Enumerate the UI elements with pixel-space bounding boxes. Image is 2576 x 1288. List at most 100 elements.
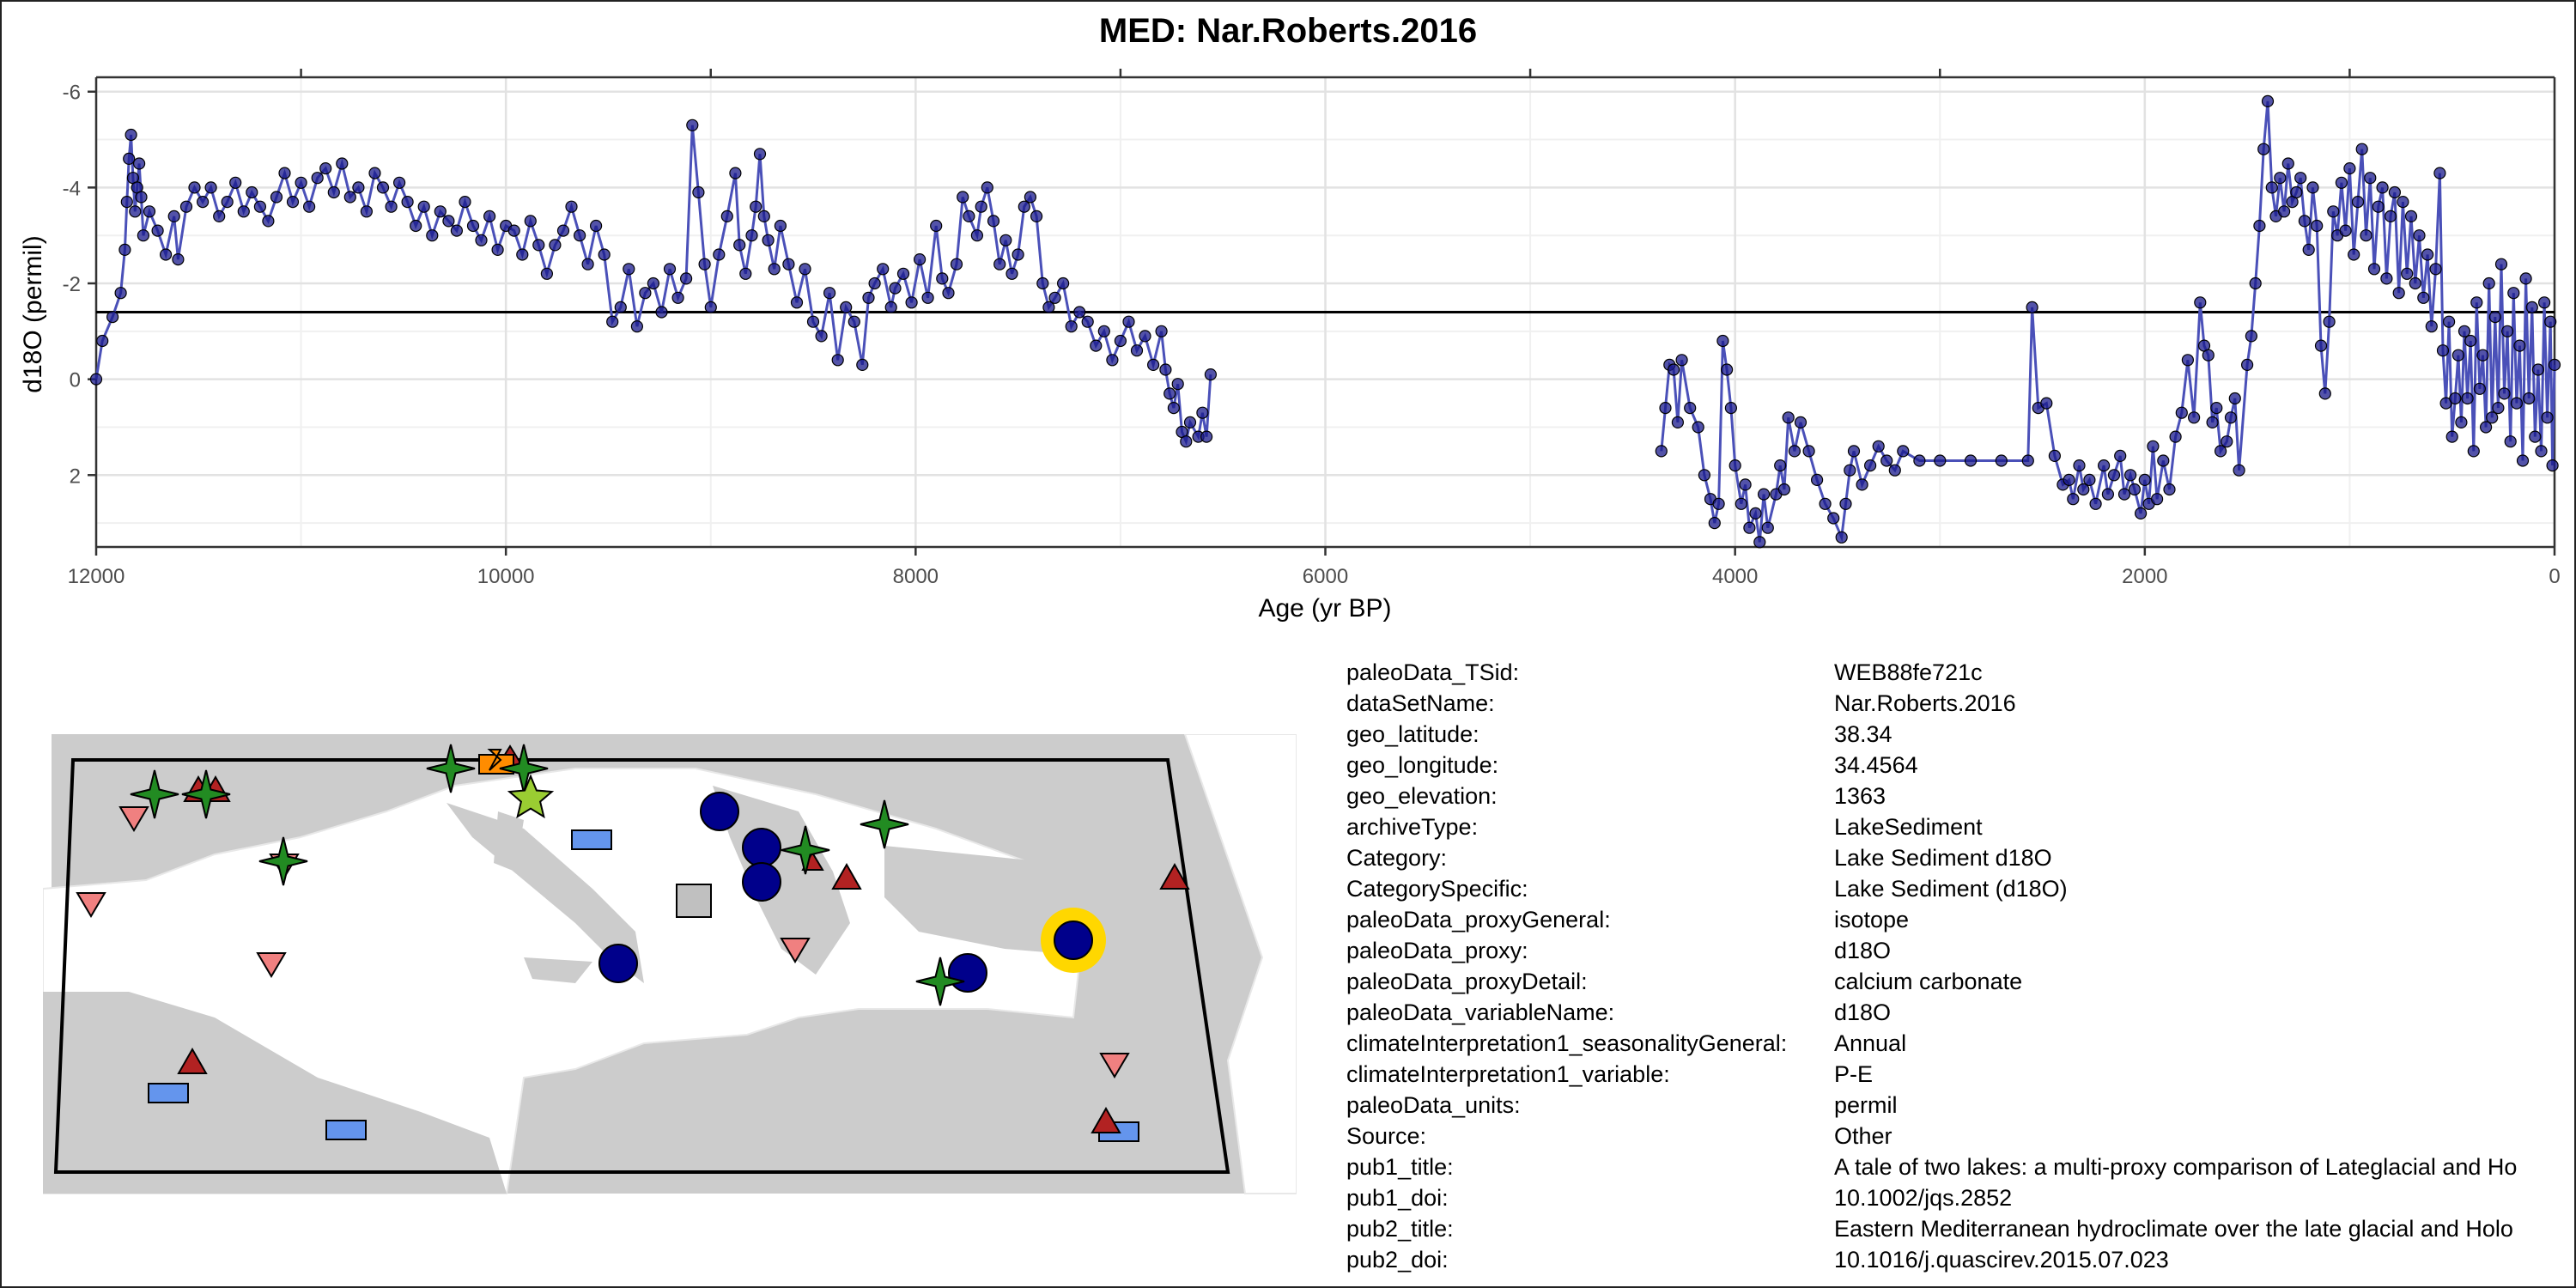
data-point bbox=[889, 282, 902, 295]
data-point bbox=[2404, 210, 2418, 222]
data-point bbox=[106, 311, 119, 324]
metadata-key: climateInterpretation1_seasonalityGenera… bbox=[1346, 1030, 1788, 1056]
data-point bbox=[1155, 325, 1168, 337]
data-point bbox=[2135, 507, 2148, 520]
data-point bbox=[2401, 267, 2414, 280]
data-point bbox=[2257, 143, 2270, 155]
data-point bbox=[757, 210, 770, 222]
y-tick-label: -6 bbox=[63, 82, 81, 105]
data-point bbox=[2476, 349, 2489, 361]
data-point bbox=[1159, 363, 1172, 376]
metadata-row: geo_elevation: 1363 bbox=[1346, 783, 2576, 814]
data-point bbox=[311, 172, 324, 185]
data-point bbox=[614, 301, 627, 313]
data-point bbox=[2470, 296, 2483, 309]
metadata-value: isotope bbox=[1834, 907, 1910, 933]
data-point bbox=[1847, 445, 1861, 458]
data-point bbox=[1180, 435, 1193, 448]
data-point bbox=[981, 181, 993, 194]
data-point bbox=[598, 248, 611, 261]
site-marker-circle bbox=[948, 953, 987, 993]
metadata-key: paleoData_variableName: bbox=[1346, 999, 1615, 1025]
metadata-row: pub2_title: Eastern Mediterranean hydrocl… bbox=[1346, 1216, 2576, 1247]
metadata-value: Lake Sediment (d18O) bbox=[1834, 876, 2068, 902]
data-point bbox=[303, 200, 316, 213]
data-point bbox=[606, 315, 619, 328]
data-point bbox=[2507, 287, 2520, 300]
data-point bbox=[1802, 445, 1815, 458]
data-point bbox=[2067, 493, 2080, 506]
data-point bbox=[1739, 478, 1752, 491]
metadata-row: pub2_doi: 10.1016/j.quascirev.2015.07.023 bbox=[1346, 1247, 2576, 1278]
data-point bbox=[2355, 143, 2368, 155]
site-marker-triangle-up bbox=[831, 862, 862, 890]
site-markers bbox=[76, 744, 1190, 1142]
metadata-key: paleoData_proxyGeneral: bbox=[1346, 907, 1611, 933]
data-point bbox=[286, 196, 300, 209]
data-point bbox=[1897, 445, 1910, 458]
data-point bbox=[1753, 536, 1766, 549]
metadata-key: dataSetName: bbox=[1346, 690, 1495, 716]
data-point bbox=[1171, 378, 1184, 391]
data-point bbox=[753, 148, 767, 161]
data-point bbox=[385, 200, 398, 213]
data-point bbox=[1204, 368, 1218, 381]
series-d18O bbox=[89, 94, 2561, 549]
data-point bbox=[1743, 521, 1756, 534]
metadata-row: pub1_title: A tale of two lakes: a multi-… bbox=[1346, 1154, 2576, 1185]
data-point bbox=[434, 205, 447, 218]
data-point bbox=[2541, 411, 2554, 424]
site-marker-rect bbox=[325, 1120, 367, 1140]
metadata-key: pub2_title: bbox=[1346, 1216, 1454, 1242]
x-tick-label: 0 bbox=[2549, 565, 2560, 588]
data-point bbox=[278, 167, 291, 179]
metadata-value: permil bbox=[1834, 1092, 1898, 1118]
data-point bbox=[1811, 473, 1824, 487]
chart-title: MED: Nar.Roberts.2016 bbox=[1098, 12, 1478, 50]
metadata-value: Other bbox=[1834, 1123, 1893, 1149]
site-marker-circle bbox=[742, 828, 781, 867]
metadata-row: archiveType: LakeSediment bbox=[1346, 814, 2576, 845]
data-point bbox=[2488, 311, 2501, 324]
site-marker-triangle-down bbox=[76, 892, 106, 918]
data-point bbox=[2221, 435, 2233, 448]
data-point bbox=[856, 358, 869, 371]
data-point bbox=[1024, 191, 1037, 204]
data-point bbox=[2535, 445, 2548, 458]
data-point bbox=[1018, 200, 1030, 213]
metadata-key: geo_latitude: bbox=[1346, 721, 1479, 747]
data-point bbox=[1036, 276, 1049, 290]
data-point bbox=[2376, 181, 2389, 194]
data-point bbox=[1856, 478, 1868, 491]
data-point bbox=[151, 224, 164, 237]
data-point bbox=[368, 167, 381, 179]
data-point bbox=[1675, 354, 1688, 367]
data-point bbox=[692, 185, 705, 199]
data-point bbox=[2241, 358, 2254, 371]
data-point bbox=[2323, 315, 2336, 328]
y-tick-label: 2 bbox=[70, 465, 81, 488]
metadata-row: paleoData_TSid: WEB88fe721c bbox=[1346, 659, 2576, 690]
metadata-value: LakeSediment bbox=[1834, 814, 1983, 840]
site-marker-triangle-down bbox=[256, 952, 287, 978]
metadata-row: CategorySpecific: Lake Sediment (d18O) bbox=[1346, 876, 2576, 907]
data-point bbox=[1005, 267, 1018, 280]
data-point bbox=[704, 301, 717, 313]
metadata-key: pub1_doi: bbox=[1346, 1185, 1449, 1211]
data-point bbox=[1864, 459, 1877, 472]
site-marker-triangle-up bbox=[177, 1047, 208, 1074]
data-point bbox=[2513, 339, 2526, 352]
data-point bbox=[2202, 349, 2215, 361]
data-point bbox=[2233, 464, 2245, 477]
data-point bbox=[167, 210, 180, 222]
metadata-key: geo_longitude: bbox=[1346, 752, 1499, 778]
metadata-row: paleoData_variableName: d18O bbox=[1346, 999, 2576, 1030]
x-tick-label: 10000 bbox=[477, 565, 535, 588]
metadata-panel: paleoData_TSid: WEB88fe721c dataSetName: Na… bbox=[1346, 659, 2576, 1282]
metadata-value: P-E bbox=[1834, 1061, 1874, 1087]
data-point bbox=[2494, 258, 2508, 270]
data-point bbox=[2249, 276, 2262, 290]
y-tick-label: -4 bbox=[63, 177, 81, 200]
data-point bbox=[720, 210, 733, 222]
data-point bbox=[1667, 363, 1680, 376]
